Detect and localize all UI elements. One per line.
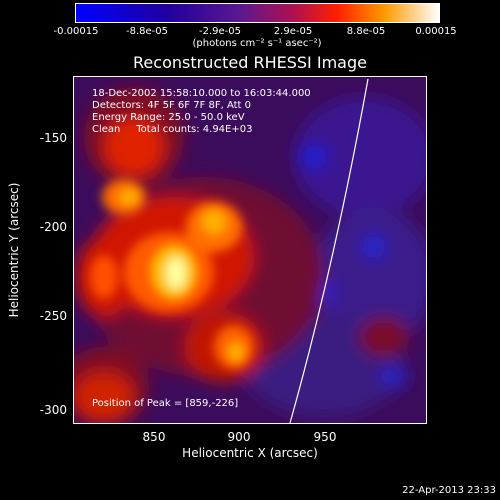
solar-image-plot (73, 76, 427, 424)
info-counts: Clean Total counts: 4.94E+03 (92, 124, 253, 135)
info-time-range: 18-Dec-2002 15:58:10.000 to 16:03:44.000 (92, 88, 311, 99)
colorbar-tick: 2.9e-05 (273, 26, 313, 37)
y-tick-label: -300 (39, 403, 67, 417)
colorbar-tick: 0.00015 (415, 26, 457, 37)
colorbar (75, 3, 440, 23)
info-energy-range: Energy Range: 25.0 - 50.0 keV (92, 112, 245, 123)
plot-title: Reconstructed RHESSI Image (133, 53, 367, 72)
y-tick-label: -150 (39, 131, 67, 145)
colorbar-units: (photons cm⁻² s⁻¹ asec⁻²) (192, 38, 322, 49)
solar-limb-line (289, 78, 369, 423)
x-axis-label: Heliocentric X (arcsec) (182, 446, 318, 460)
peak-position: Position of Peak = [859,-226] (92, 398, 239, 409)
x-tick-label: 850 (142, 430, 166, 444)
heatmap-image (74, 77, 426, 423)
colorbar-tick: -8.8e-05 (126, 26, 168, 37)
colorbar-tick: -2.9e-05 (199, 26, 241, 37)
y-tick-label: -200 (39, 220, 67, 234)
info-detectors: Detectors: 4F 5F 6F 7F 8F, Att 0 (92, 100, 252, 111)
y-axis-label: Heliocentric Y (arcsec) (7, 182, 21, 318)
colorbar-tick: 8.8e-05 (346, 26, 386, 37)
x-tick-label: 950 (313, 430, 337, 444)
colorbar-tick: -0.00015 (53, 26, 99, 37)
generation-date: 22-Apr-2013 23:33 (402, 485, 496, 496)
x-tick-label: 900 (227, 430, 251, 444)
y-tick-label: -250 (39, 309, 67, 323)
